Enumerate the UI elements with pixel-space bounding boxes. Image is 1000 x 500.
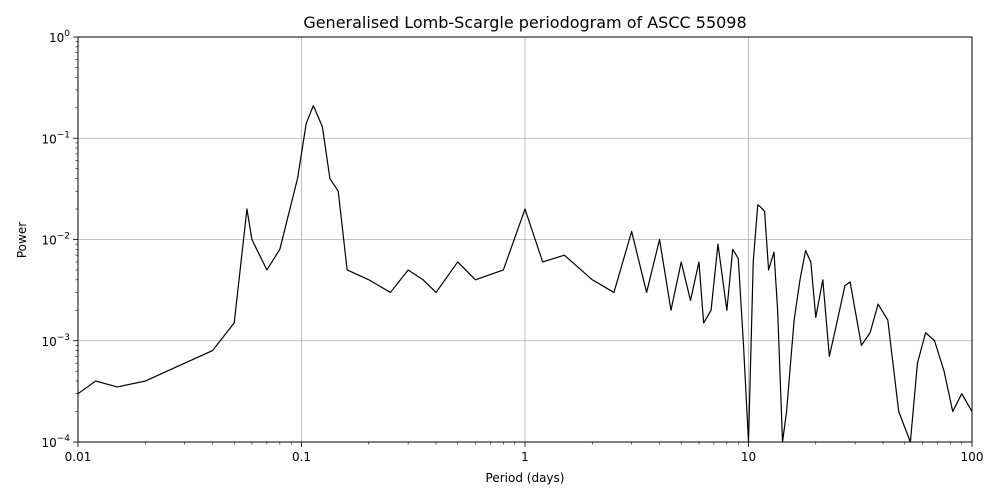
x-tick-label: 0.1 [292, 450, 311, 464]
y-tick-label: 10−4 [41, 434, 70, 450]
x-tick-label: 100 [961, 450, 984, 464]
y-axis-label: Power [15, 222, 29, 258]
x-tick-label: 10 [741, 450, 756, 464]
data-layer [78, 105, 972, 442]
y-tick-label: 10−2 [41, 232, 70, 248]
x-tick-label: 1 [521, 450, 529, 464]
y-tick-label: 100 [49, 29, 70, 45]
tick-layer: 0.01 0.1 1 10 100 10−4 10−3 10−2 10−1 100 [41, 29, 983, 464]
grid-layer [78, 37, 972, 442]
x-axis-label: Period (days) [486, 471, 565, 485]
y-tick-label: 10−1 [41, 130, 70, 146]
y-tick-label: 10−3 [41, 333, 70, 349]
x-tick-label: 0.01 [65, 450, 92, 464]
chart-title: Generalised Lomb-Scargle periodogram of … [303, 13, 746, 32]
periodogram-series-line [78, 105, 972, 442]
